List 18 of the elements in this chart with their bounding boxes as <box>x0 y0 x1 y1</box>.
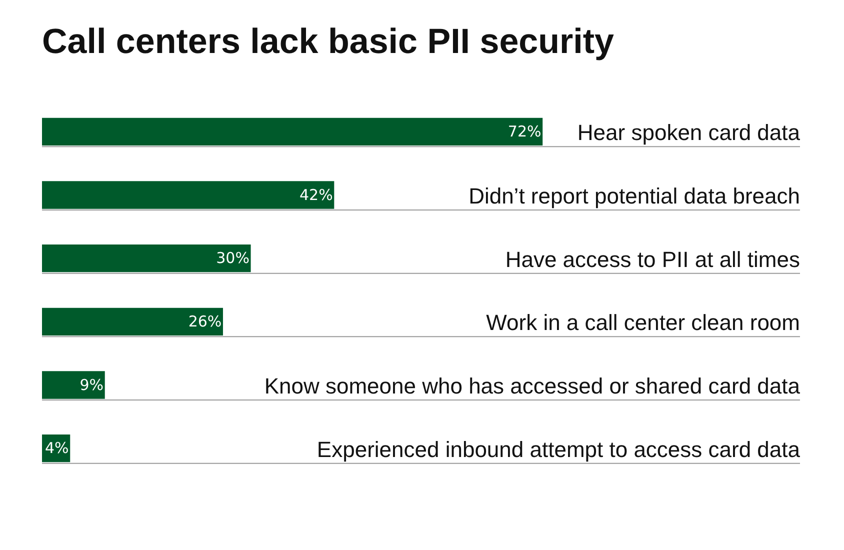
chart-title: Call centers lack basic PII security <box>42 22 614 62</box>
bar <box>42 181 334 209</box>
bar <box>42 244 251 272</box>
data-label: 26% <box>188 312 222 331</box>
data-label: 42% <box>299 186 333 204</box>
data-label: 9% <box>80 376 104 394</box>
y-tick-label: Work in a call center clean room <box>486 310 800 336</box>
bar <box>42 308 223 336</box>
data-label: 72% <box>508 122 542 141</box>
data-label: 4% <box>44 439 69 458</box>
bar <box>42 118 543 146</box>
y-tick-label: Experienced inbound attempt to access card data <box>316 436 801 462</box>
y-tick-label: Have access to PII at all times <box>505 246 800 272</box>
y-tick-label: Didn’t report potential data breach <box>468 184 800 208</box>
data-label: 30% <box>216 249 250 268</box>
y-tick-label: Hear spoken card data <box>577 120 801 146</box>
y-tick-label: Know someone who has accessed or shared card data <box>264 374 801 398</box>
bar <box>42 371 105 399</box>
